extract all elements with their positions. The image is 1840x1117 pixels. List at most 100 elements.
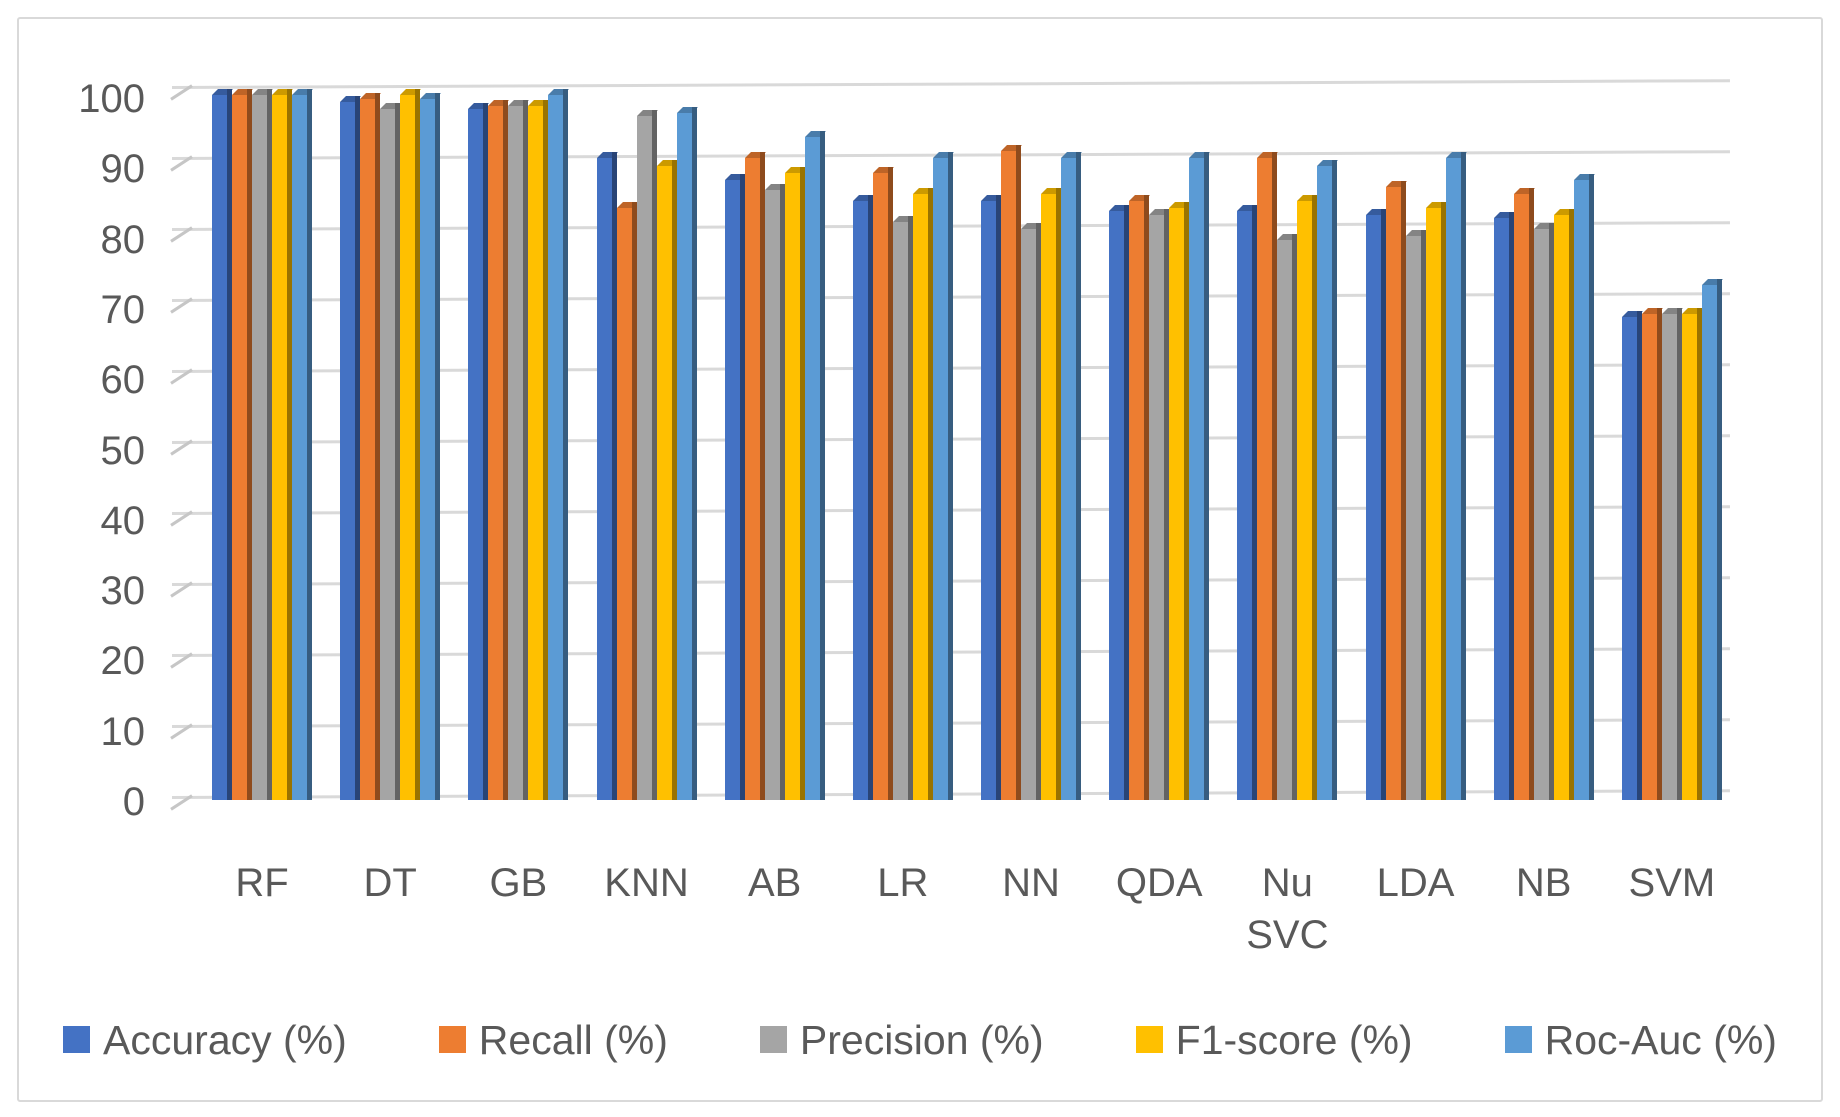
y-axis-label: 100: [78, 77, 145, 121]
bar: [744, 152, 765, 800]
x-axis-label: RF: [235, 861, 289, 905]
bar: [872, 166, 893, 801]
bar: [1681, 307, 1702, 801]
bar: [292, 89, 312, 800]
bar: [656, 159, 677, 800]
bar: [1021, 222, 1042, 801]
bar: [528, 99, 549, 801]
chart-area: 0 10 20 30 40 50 60 70 80 90 100 RF DT GB KNN AB LR NN QD…: [19, 19, 1821, 1100]
bar: [804, 131, 825, 800]
bar: [252, 89, 272, 800]
x-axis-label: DT: [363, 861, 417, 905]
bar: [1573, 173, 1594, 801]
legend: Accuracy (%) Recall (%) Precision (%) F1-sc…: [19, 1017, 1821, 1063]
bar: [1237, 205, 1258, 800]
bar: [212, 89, 232, 800]
bar: [400, 89, 421, 800]
legend-swatch: [759, 1026, 787, 1053]
legend-swatch: [63, 1026, 91, 1053]
y-axis-label: 90: [100, 147, 146, 192]
bar: [932, 152, 953, 800]
bar: [1189, 152, 1210, 800]
x-axis-label: SVM: [1628, 861, 1716, 905]
bar: [676, 106, 697, 801]
y-axis-label: 40: [100, 498, 146, 543]
bar: [1533, 222, 1554, 801]
bar: [1385, 180, 1406, 801]
bar: [420, 92, 441, 801]
legend-label: F1-score (%): [1175, 1017, 1413, 1063]
bar: [1061, 152, 1082, 800]
bar: [1641, 307, 1662, 801]
legend-label: Accuracy (%): [103, 1017, 347, 1063]
bar-group: DT: [340, 79, 441, 905]
legend-item: Accuracy (%): [63, 1017, 347, 1063]
bar: [548, 89, 569, 800]
bar: [912, 187, 933, 801]
legend-swatch: [1135, 1026, 1163, 1053]
bar: [981, 194, 1002, 801]
x-axis-label: NB: [1515, 861, 1572, 905]
bar: [764, 184, 785, 800]
y-axis-label: 60: [100, 358, 146, 403]
legend-label: Roc-Auc (%): [1544, 1017, 1777, 1063]
y-axis-label: 10: [100, 709, 146, 754]
bar-group: LDA: [1365, 79, 1466, 905]
y-axis-label: 80: [100, 217, 146, 262]
legend-label: Precision (%): [799, 1017, 1044, 1063]
bar: [340, 96, 361, 800]
bar: [232, 89, 252, 800]
bar: [1425, 201, 1446, 801]
x-axis-label: QDA: [1115, 861, 1203, 905]
bar: [1257, 152, 1278, 800]
bar: [616, 201, 637, 801]
bar-group: QDA: [1109, 79, 1210, 905]
bar-group: RF: [212, 79, 312, 905]
bar-group: NB: [1493, 79, 1594, 905]
bar-group: LR: [852, 79, 953, 905]
legend-label: Recall (%): [478, 1017, 668, 1063]
x-axis-label: LR: [877, 861, 929, 905]
bar: [272, 89, 292, 800]
bar-group: SVM: [1621, 79, 1722, 905]
bar: [1365, 208, 1386, 801]
bar: [1149, 208, 1170, 801]
bar: [636, 110, 657, 800]
x-axis-label: Nu SVC: [1246, 861, 1329, 957]
legend-item: Precision (%): [759, 1017, 1044, 1063]
bar: [1661, 307, 1682, 801]
bar: [1169, 201, 1190, 801]
bar: [360, 92, 381, 801]
bar: [508, 99, 529, 801]
x-axis-label: KNN: [604, 861, 689, 905]
bar: [724, 173, 745, 801]
bar-group: KNN: [596, 79, 697, 905]
y-axis-label: 70: [100, 287, 146, 332]
plot-area: RF DT GB KNN AB LR NN QDA Nu SVC LDA NB SVM: [212, 79, 1722, 957]
bar: [596, 152, 617, 800]
bar: [380, 103, 401, 800]
x-axis-label: NN: [1002, 861, 1060, 905]
y-axis-label: 50: [100, 428, 146, 473]
bar: [1041, 187, 1062, 801]
bar: [1109, 205, 1130, 800]
bar: [1405, 230, 1426, 800]
bar: [1317, 159, 1338, 800]
bar-group: GB: [468, 79, 569, 905]
bar: [1445, 152, 1466, 800]
legend-swatch: [438, 1026, 466, 1053]
bar: [488, 99, 509, 801]
bar: [1493, 212, 1514, 800]
y-axis-label: 30: [100, 569, 146, 614]
bar: [1277, 233, 1298, 801]
y-axis-label: 0: [122, 780, 145, 824]
legend-item: Roc-Auc (%): [1504, 1017, 1777, 1063]
bar-group: NN: [981, 79, 1082, 905]
bar: [1701, 279, 1722, 800]
figure-border: 0 10 20 30 40 50 60 70 80 90 100 RF DT GB KNN AB LR NN QD…: [17, 17, 1823, 1102]
legend-item: F1-score (%): [1135, 1017, 1413, 1063]
bar: [1621, 311, 1642, 800]
bar: [1513, 187, 1534, 801]
bar: [784, 166, 805, 801]
bar: [1129, 194, 1150, 801]
